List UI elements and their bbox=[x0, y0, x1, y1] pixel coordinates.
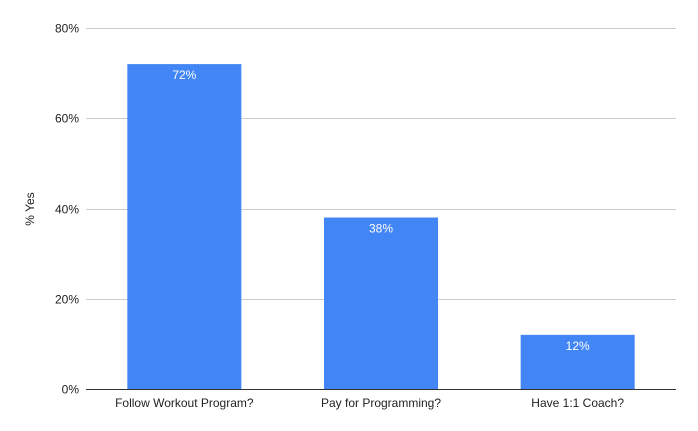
data-label: 72% bbox=[172, 68, 196, 82]
y-ticks: 0% 20% 40% 60% 80% bbox=[55, 22, 79, 397]
y-tick-label: 60% bbox=[55, 112, 79, 126]
bars: 72% 38% 12% bbox=[127, 64, 635, 389]
y-tick-label: 20% bbox=[55, 293, 79, 307]
y-tick-label: 40% bbox=[55, 203, 79, 217]
y-tick-label: 0% bbox=[62, 383, 80, 397]
x-tick-label: Have 1:1 Coach? bbox=[531, 396, 624, 410]
x-tick-label: Follow Workout Program? bbox=[115, 396, 254, 410]
data-label: 12% bbox=[566, 339, 590, 353]
y-tick-label: 80% bbox=[55, 22, 79, 36]
bar bbox=[520, 334, 635, 389]
y-axis-label: % Yes bbox=[23, 192, 37, 225]
bar bbox=[324, 217, 438, 389]
x-ticks: Follow Workout Program? Pay for Programmi… bbox=[115, 396, 624, 410]
data-label: 38% bbox=[369, 222, 393, 236]
x-tick-label: Pay for Programming? bbox=[321, 396, 441, 410]
bar bbox=[127, 64, 242, 389]
